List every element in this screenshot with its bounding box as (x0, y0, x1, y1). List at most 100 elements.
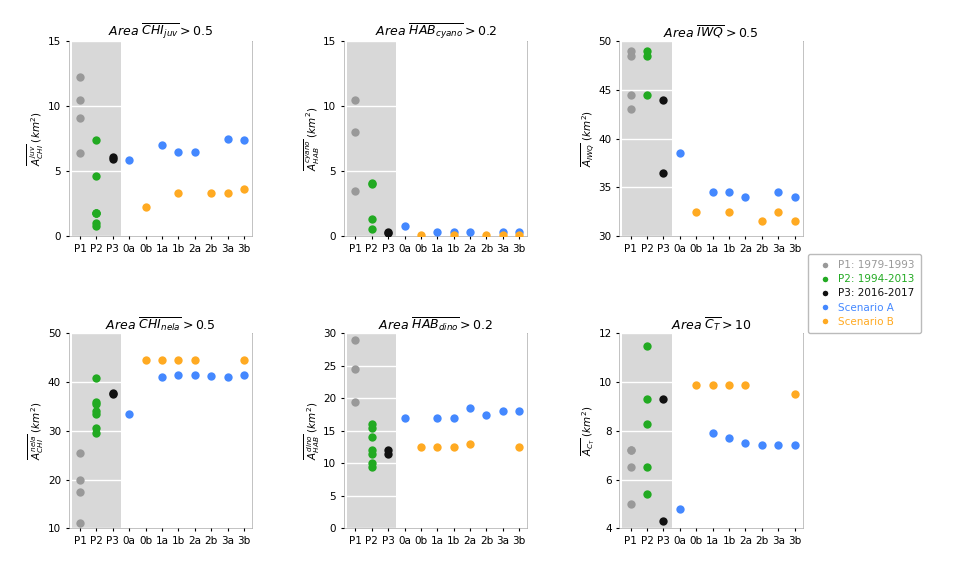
Point (396, 413, 412, 423)
Point (121, 409, 137, 419)
Point (236, 135, 251, 144)
Point (219, 188, 235, 198)
Point (236, 356, 251, 365)
Y-axis label: $\overline{A^{juv}_{CHI}}\ (km^2)$: $\overline{A^{juv}_{CHI}}\ (km^2)$ (25, 111, 46, 166)
Point (364, 446, 379, 455)
Point (721, 380, 736, 389)
Point (105, 154, 120, 164)
Point (379, 449, 395, 458)
Point (445, 443, 461, 452)
Point (704, 429, 720, 438)
Point (721, 207, 736, 216)
Point (347, 127, 363, 137)
Point (138, 356, 154, 365)
Point (88, 373, 104, 383)
Point (364, 458, 379, 468)
Bar (622, 41, 671, 236)
Point (478, 410, 494, 419)
Legend: P1: 1979-1993, P2: 1994-2013, P3: 2016-2017, Scenario A, Scenario B: P1: 1979-1993, P2: 1994-2013, P3: 2016-2… (807, 254, 920, 333)
Point (88, 221, 104, 230)
Point (671, 504, 687, 514)
Point (364, 178, 379, 187)
Point (88, 429, 104, 438)
Point (753, 217, 769, 226)
Title: $Area\ \overline{HAB_{dino}} > 0.2$: $Area\ \overline{HAB_{dino}} > 0.2$ (378, 315, 493, 333)
Point (655, 394, 671, 404)
Point (88, 208, 104, 217)
Y-axis label: $\overline{A^{dino}_{HAB}}\ (km^2)$: $\overline{A^{dino}_{HAB}}\ (km^2)$ (302, 402, 321, 460)
Point (622, 46, 638, 56)
Point (753, 441, 769, 450)
Point (121, 156, 137, 165)
Point (364, 420, 379, 429)
Point (154, 356, 169, 365)
Point (364, 179, 379, 188)
Point (138, 203, 154, 212)
Point (622, 446, 638, 455)
Point (105, 152, 120, 161)
Point (445, 227, 461, 237)
Point (413, 443, 428, 452)
Point (236, 370, 251, 380)
Point (88, 407, 104, 416)
Point (379, 227, 395, 237)
Point (88, 208, 104, 217)
Point (170, 370, 186, 380)
Point (462, 227, 477, 237)
Title: $Area\ \overline{HAB_{cyano}} > 0.2$: $Area\ \overline{HAB_{cyano}} > 0.2$ (375, 22, 496, 41)
Point (347, 186, 363, 195)
Point (786, 441, 802, 450)
Point (511, 407, 526, 416)
Point (364, 462, 379, 471)
Point (445, 413, 461, 423)
Point (721, 187, 736, 197)
Point (88, 208, 104, 217)
Title: $Area\ \overline{C_T} > 10$: $Area\ \overline{C_T} > 10$ (670, 315, 750, 333)
Point (622, 463, 638, 472)
Point (429, 227, 445, 237)
Point (72, 113, 88, 123)
Bar (347, 333, 396, 528)
Y-axis label: $\overline{A^{nela}_{CHI}}\ (km^2)$: $\overline{A^{nela}_{CHI}}\ (km^2)$ (26, 402, 46, 460)
Point (72, 519, 88, 528)
Point (413, 230, 428, 239)
Point (770, 187, 785, 197)
Point (671, 149, 687, 158)
Point (364, 433, 379, 442)
Point (72, 148, 88, 157)
Point (622, 104, 638, 114)
Point (219, 373, 235, 382)
Point (639, 90, 654, 99)
Point (72, 475, 88, 484)
Point (655, 95, 671, 104)
Title: $Area\ \overline{CHI_{nela}} > 0.5$: $Area\ \overline{CHI_{nela}} > 0.5$ (105, 315, 215, 333)
Point (88, 218, 104, 228)
Point (203, 188, 219, 198)
Point (88, 409, 104, 419)
Point (88, 399, 104, 409)
Bar (71, 333, 121, 528)
Point (495, 230, 511, 239)
Point (364, 225, 379, 234)
Point (72, 95, 88, 104)
Point (688, 207, 703, 216)
Point (72, 487, 88, 497)
Point (639, 463, 654, 472)
Point (203, 372, 219, 381)
Point (462, 439, 477, 448)
Point (347, 397, 363, 406)
Point (655, 517, 671, 526)
Point (622, 51, 638, 60)
Point (639, 490, 654, 499)
Point (639, 394, 654, 404)
Point (622, 446, 638, 455)
Bar (71, 41, 121, 236)
Point (379, 229, 395, 238)
Title: $Area\ \overline{CHI_{juv}} > 0.5$: $Area\ \overline{CHI_{juv}} > 0.5$ (108, 22, 212, 41)
Point (639, 51, 654, 60)
Bar (347, 41, 396, 236)
Point (88, 135, 104, 144)
Point (462, 403, 477, 413)
Point (688, 380, 703, 389)
Title: $Area\ \overline{IWQ} > 0.5$: $Area\ \overline{IWQ} > 0.5$ (662, 23, 758, 40)
